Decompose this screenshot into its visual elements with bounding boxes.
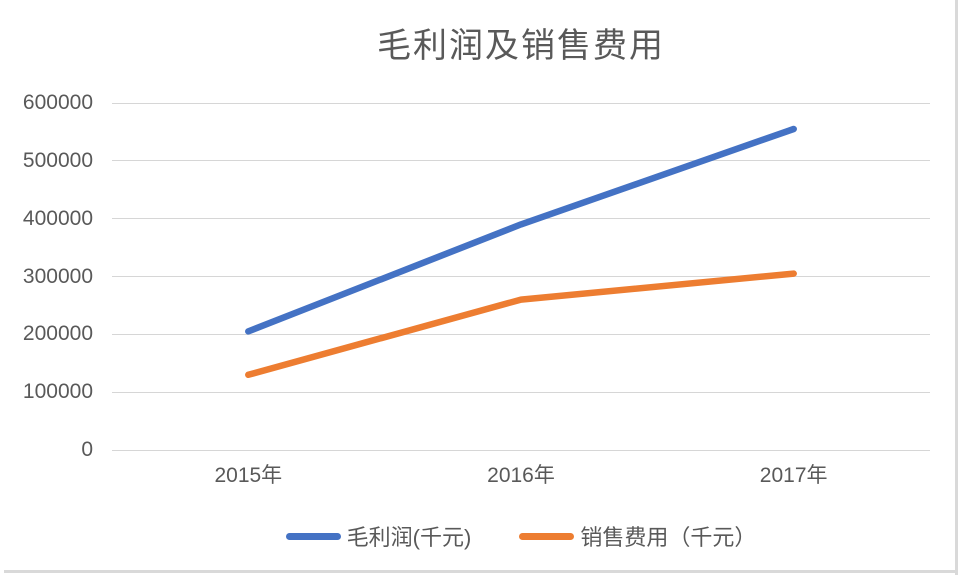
x-axis: 2015年 2016年 2017年 bbox=[112, 464, 930, 492]
gridline bbox=[112, 102, 930, 104]
y-tick-label: 200000 bbox=[22, 322, 93, 346]
legend: 毛利润(千元) 销售费用（千元） bbox=[112, 522, 930, 550]
legend-item-gross-profit: 毛利润(千元) bbox=[285, 522, 472, 550]
plot-area bbox=[112, 102, 930, 451]
x-tick-label: 2015年 bbox=[214, 464, 283, 487]
series-line bbox=[245, 125, 797, 335]
y-tick-label: 500000 bbox=[22, 148, 93, 172]
series-line bbox=[245, 270, 797, 379]
legend-label-gross-profit: 毛利润(千元) bbox=[346, 525, 472, 550]
series-lines bbox=[245, 125, 797, 379]
y-tick-label: 600000 bbox=[22, 91, 93, 114]
chart-title: 毛利润及销售费用 bbox=[377, 27, 665, 65]
legend-label-sales-expense: 销售费用（千元） bbox=[580, 525, 757, 550]
x-tick-label: 2017年 bbox=[759, 464, 828, 487]
gridline bbox=[112, 333, 930, 335]
page-edge-bottom bbox=[4, 570, 955, 573]
gridline bbox=[112, 391, 930, 393]
y-axis: 600000 500000 400000 300000 200000 100000 0 bbox=[0, 91, 93, 461]
gridline bbox=[112, 449, 930, 451]
gridline bbox=[112, 160, 930, 162]
gridline bbox=[112, 218, 930, 220]
sales-expense-line-swatch bbox=[519, 532, 575, 540]
y-tick-label: 400000 bbox=[22, 206, 93, 230]
gross-profit-line-swatch bbox=[285, 532, 341, 540]
y-tick-label: 300000 bbox=[22, 264, 93, 288]
y-tick-label: 0 bbox=[81, 438, 93, 461]
page-edge-right bbox=[955, 0, 958, 575]
y-tick-label: 100000 bbox=[22, 380, 93, 404]
gridline bbox=[112, 276, 930, 277]
x-tick-label: 2016年 bbox=[487, 464, 555, 487]
legend-item-sales-expense: 销售费用（千元） bbox=[519, 522, 756, 550]
